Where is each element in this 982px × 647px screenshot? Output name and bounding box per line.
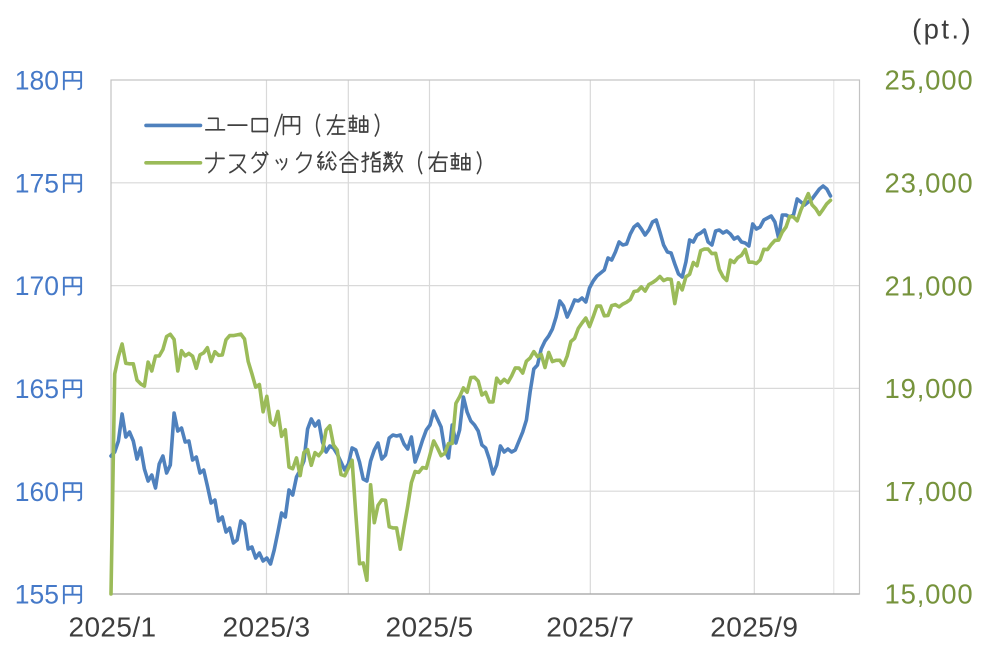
- svg-text:170: 170: [15, 271, 59, 301]
- svg-text:15,000: 15,000: [885, 579, 974, 610]
- svg-text:2025/3: 2025/3: [222, 612, 310, 643]
- svg-text:155: 155: [15, 580, 59, 610]
- svg-text:2025/1: 2025/1: [68, 612, 156, 643]
- svg-text:23,000: 23,000: [885, 168, 974, 199]
- svg-text:2025/9: 2025/9: [710, 612, 798, 643]
- svg-text:25,000: 25,000: [885, 65, 974, 96]
- svg-text:2025/7: 2025/7: [546, 612, 634, 643]
- svg-text:17,000: 17,000: [885, 476, 974, 507]
- svg-text:2025/5: 2025/5: [385, 612, 473, 643]
- svg-text:21,000: 21,000: [885, 270, 974, 301]
- svg-text:180: 180: [15, 66, 59, 96]
- svg-text:175: 175: [15, 168, 59, 198]
- svg-text:19,000: 19,000: [885, 373, 974, 404]
- svg-text:(pt.): (pt.): [912, 14, 973, 45]
- svg-text:165: 165: [15, 374, 59, 404]
- svg-text:160: 160: [15, 477, 59, 507]
